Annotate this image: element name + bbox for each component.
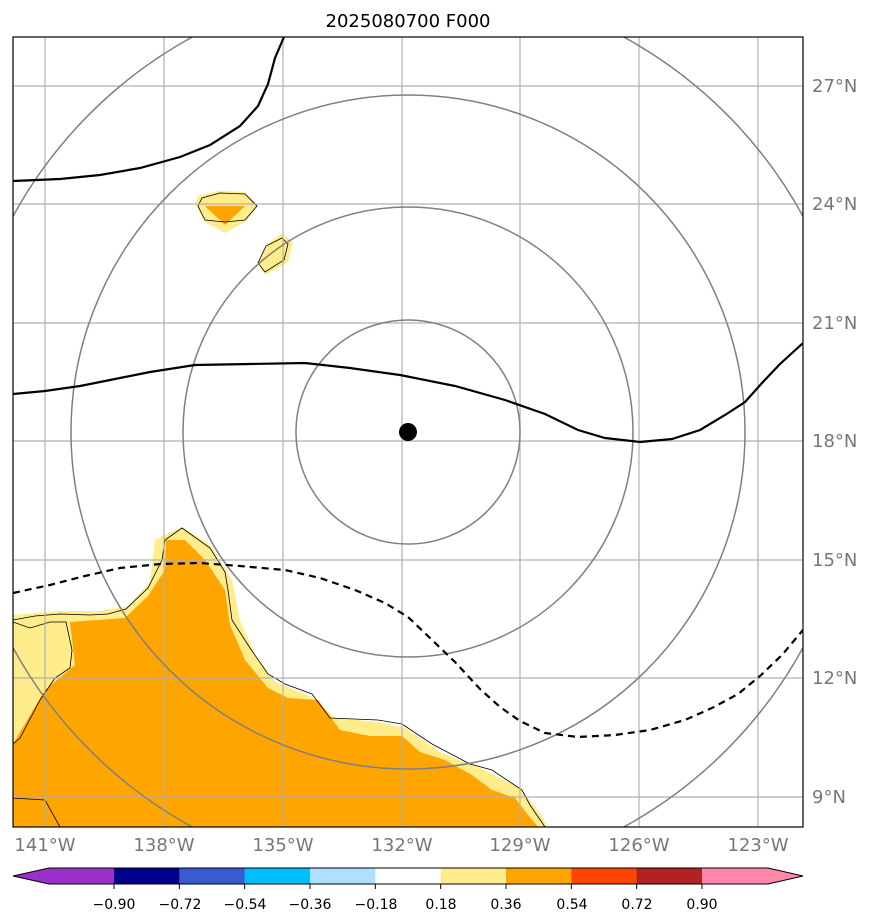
contour-dashed-south: [13, 561, 803, 739]
contours: [13, 37, 803, 739]
colorbar-cell: [114, 868, 180, 884]
colorbar-cell: [310, 868, 376, 884]
figure-title: 2025080700 F000: [326, 11, 491, 32]
lon-label-123: 123°W: [727, 835, 788, 856]
colorbar-cell: [571, 868, 638, 884]
shaded-spot-upper-inner: [205, 206, 245, 225]
colorbar-tick-label: −0.90: [93, 897, 136, 913]
lon-label-129: 129°W: [489, 835, 550, 856]
colorbar: −0.90 −0.72 −0.54 −0.36 −0.18 0.18 0.36 …: [12, 867, 804, 913]
lat-label-21: 21°N: [812, 313, 857, 334]
outline-southwest: [13, 527, 546, 827]
colorbar-tick-label: 0.36: [490, 897, 521, 913]
range-ring-3: [70, 94, 746, 770]
colorbar-cell: [506, 868, 572, 884]
lon-label-138: 138°W: [133, 835, 194, 856]
lat-label-9: 9°N: [812, 787, 846, 808]
colorbar-outline: [12, 867, 804, 885]
colorbar-tick-label: −0.72: [159, 897, 202, 913]
colorbar-tick-label: −0.18: [355, 897, 398, 913]
lon-label-141: 141°W: [14, 835, 75, 856]
colorbar-cells: [13, 868, 803, 884]
outline-upper-spot: [197, 192, 258, 223]
lon-label-126: 126°W: [608, 835, 669, 856]
colorbar-cell: [375, 868, 442, 884]
gridlines: [13, 37, 803, 827]
colorbar-tick-label: −0.36: [289, 897, 332, 913]
latitude-labels: 27°N 24°N 21°N 18°N 15°N 12°N 9°N: [812, 76, 857, 808]
range-ring-2: [182, 206, 634, 658]
colorbar-tick-label: 0.90: [686, 897, 717, 913]
colorbar-tick-labels: −0.90 −0.72 −0.54 −0.36 −0.18 0.18 0.36 …: [93, 897, 718, 913]
contour-solid-north: [13, 37, 286, 183]
colorbar-tick-label: −0.54: [224, 897, 267, 913]
lon-label-135: 135°W: [252, 835, 313, 856]
colorbar-ticks: [113, 884, 703, 889]
colorbar-tick-label: 0.18: [425, 897, 456, 913]
longitude-labels: 141°W 138°W 135°W 132°W 129°W 126°W 123°…: [14, 835, 788, 856]
contour-solid-middle: [13, 342, 803, 444]
colorbar-tick-label: 0.54: [556, 897, 587, 913]
colorbar-cell: [179, 868, 246, 884]
colorbar-cell: [440, 868, 507, 884]
colorbar-cell: [244, 868, 311, 884]
range-rings: [13, 37, 803, 827]
outline-small-spot: [257, 237, 289, 273]
storm-center-marker-icon: [399, 423, 417, 441]
shaded-region-southwest-inner: [13, 540, 538, 827]
map-panel: [13, 37, 803, 827]
lon-label-132: 132°W: [371, 835, 432, 856]
map-frame: [12, 36, 804, 828]
colorbar-cell: [636, 868, 703, 884]
lat-label-27: 27°N: [812, 76, 857, 97]
lat-label-18: 18°N: [812, 431, 857, 452]
shaded-field: [13, 191, 548, 827]
lat-label-12: 12°N: [812, 668, 857, 689]
colorbar-tick-label: 0.72: [621, 897, 652, 913]
lat-label-24: 24°N: [812, 194, 857, 215]
colorbar-over-cell: [702, 868, 803, 884]
range-ring-1: [295, 319, 521, 545]
colorbar-under-cell: [13, 868, 114, 884]
lat-label-15: 15°N: [812, 550, 857, 571]
